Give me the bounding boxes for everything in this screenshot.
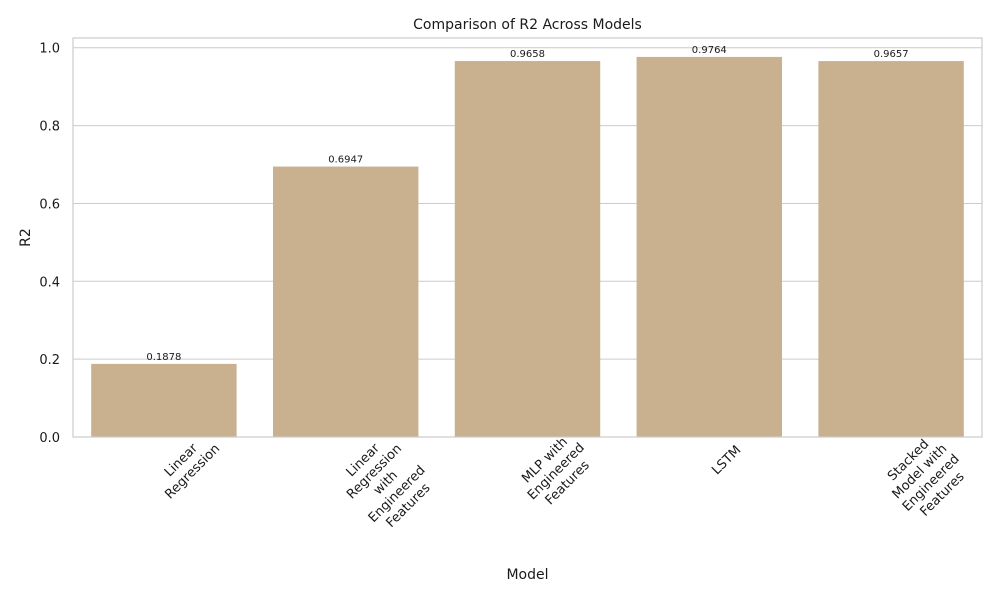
x-tick-label: LinearRegressionwithEngineeredFeatures (332, 429, 440, 537)
bar-value-label: 0.6947 (328, 155, 363, 166)
bar-value-label: 0.1878 (146, 352, 181, 363)
bar (818, 61, 964, 437)
y-tick-label: 0.4 (39, 275, 60, 290)
bar (454, 61, 601, 438)
x-tick-label: StackedModel withEngineeredFeatures (877, 429, 974, 526)
x-tick-labels: LinearRegression LinearRegressionwithEngi… (151, 429, 974, 537)
bar-value-label: 0.9764 (692, 45, 727, 56)
y-axis-label: R2 (18, 228, 34, 247)
bars (91, 56, 964, 438)
x-axis-label: Model (506, 567, 548, 583)
plot-frame (72, 37, 983, 438)
x-tick-label: LinearRegression (151, 430, 223, 502)
x-tick-label: MLP withEngineeredFeatures (514, 429, 599, 514)
y-tick-label: 1.0 (39, 42, 60, 57)
y-tick-labels: 0.0 0.2 0.4 0.6 0.8 1.0 (39, 42, 60, 446)
chart-title: Comparison of R2 Across Models (413, 17, 642, 33)
bar-value-label: 0.9657 (874, 49, 909, 60)
bar-value-labels: 0.1878 0.6947 0.9658 0.9764 0.9657 (146, 45, 908, 363)
y-tick-label: 0.0 (39, 431, 60, 446)
bar (272, 166, 419, 437)
bar (636, 56, 783, 438)
x-tick-label: LSTM (709, 443, 744, 478)
y-tick-label: 0.8 (39, 120, 60, 135)
y-tick-label: 0.6 (39, 197, 60, 212)
bar-value-label: 0.9658 (510, 49, 545, 60)
bar (91, 363, 237, 437)
y-tick-label: 0.2 (39, 353, 60, 368)
